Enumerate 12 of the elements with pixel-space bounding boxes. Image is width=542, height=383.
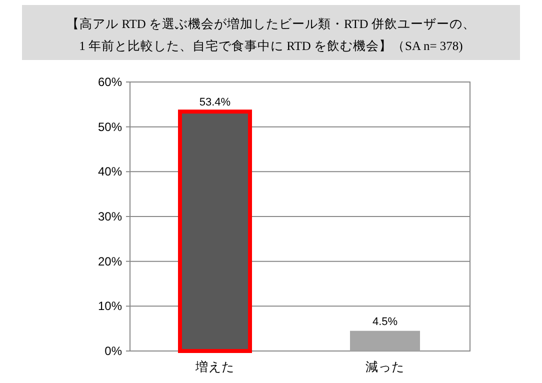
y-tick-label: 0% (104, 344, 122, 358)
chart-title: 【高アル RTD を選ぶ機会が増加したビール類・RTD 併飲ユーザーの、 1 年前と比較した、自宅で食事中に RTD を飲む機会】（SA n= 378) (66, 16, 476, 53)
x-tick-label: 増えた (194, 359, 234, 374)
y-tick-label: 60% (98, 75, 122, 89)
y-tick-label: 20% (98, 254, 122, 268)
y-tick-label: 40% (98, 164, 122, 179)
data-label: 4.5% (372, 316, 398, 328)
y-tick-label: 30% (98, 210, 122, 224)
data-label: 53.4% (199, 96, 231, 109)
y-tick-label: 10% (98, 299, 122, 314)
y-tick-label: 50% (98, 120, 122, 134)
x-tick-label: 減った (366, 360, 404, 374)
